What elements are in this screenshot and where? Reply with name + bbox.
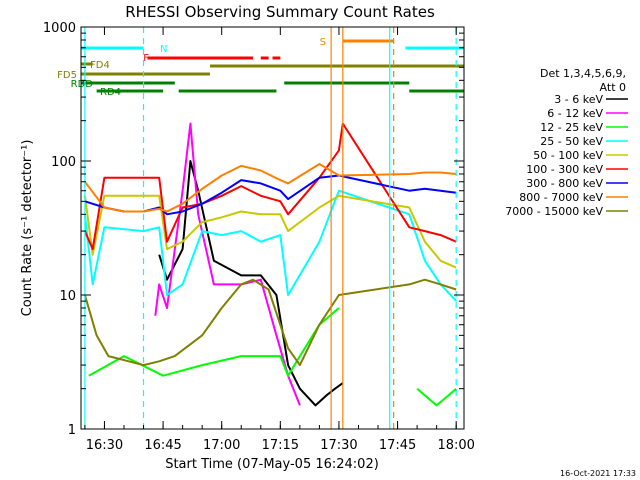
y-axis-ticks: 1 10 100 1000 [43, 21, 464, 438]
flag-label-rd4: RD4 [100, 87, 121, 98]
plot-area [83, 122, 457, 407]
legend-label-1: 6 - 12 keV [547, 107, 603, 120]
y-tick-label-0: 1 [68, 423, 76, 438]
vertical-markers [84, 27, 457, 429]
flag-label-s: S [320, 37, 326, 48]
chart-title: RHESSI Observing Summary Count Rates [125, 3, 435, 21]
x-tick-label-4: 17:30 [320, 438, 357, 453]
series-line-3 [83, 189, 457, 302]
flag-label-fd5: FD5 [57, 70, 77, 81]
legend-label-3: 25 - 50 keV [540, 135, 603, 148]
flag-label-rdd: RDD [71, 79, 94, 90]
x-tick-label-5: 17:45 [379, 438, 416, 453]
x-tick-label-2: 17:00 [203, 438, 240, 453]
legend-label-2: 12 - 25 keV [540, 121, 603, 134]
x-tick-label-3: 17:15 [262, 438, 299, 453]
flag-label-n: N [160, 44, 167, 55]
plot-frame [80, 26, 465, 430]
legend-label-0: 3 - 6 keV [554, 93, 603, 106]
y-tick-label-1: 10 [59, 289, 76, 304]
legend-header-line-1: Det 1,3,4,5,6,9, [540, 67, 626, 80]
flag-label-f: F [143, 53, 149, 64]
series-line-0 [158, 160, 344, 407]
series-line-8 [83, 278, 457, 367]
series-line-5 [83, 122, 457, 251]
x-tick-label-1: 16:45 [144, 438, 181, 453]
x-axis-label: Start Time (07-May-05 16:24:02) [165, 457, 379, 472]
legend-label-4: 50 - 100 keV [533, 149, 603, 162]
legend-label-8: 7000 - 15000 keV [505, 205, 603, 218]
x-tick-label-0: 16:30 [86, 438, 123, 453]
flag-label-fd4: FD4 [90, 60, 110, 71]
y-tick-label-2: 100 [51, 155, 76, 170]
legend-label-7: 800 - 7000 keV [519, 191, 603, 204]
legend-label-5: 100 - 300 keV [526, 163, 603, 176]
legend-header-line-2: Att 0 [600, 81, 626, 94]
series-line-7 [84, 163, 457, 213]
y-tick-label-3: 1000 [43, 21, 76, 36]
y-axis-label: Count Rate (s⁻¹ detector⁻¹) [20, 140, 35, 317]
x-tick-label-6: 18:00 [437, 438, 474, 453]
x-axis-ticks: 16:30 16:45 17:00 17:15 17:30 17:45 18:00 [84, 27, 475, 453]
legend-label-6: 300 - 800 keV [526, 177, 603, 190]
generation-timestamp: 16-Oct-2021 17:33 [560, 469, 636, 478]
series-line-1 [154, 122, 301, 406]
